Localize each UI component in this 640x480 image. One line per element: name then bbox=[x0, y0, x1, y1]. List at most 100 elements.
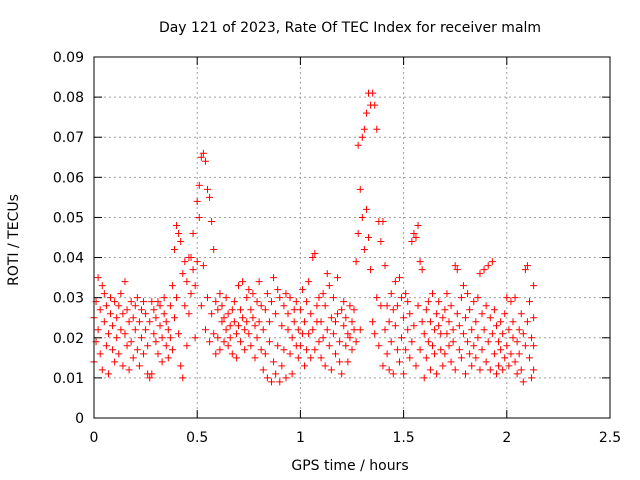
data-point bbox=[521, 342, 529, 350]
data-point bbox=[334, 310, 342, 318]
data-point bbox=[404, 298, 412, 306]
data-point bbox=[474, 294, 482, 302]
data-point bbox=[257, 302, 265, 310]
data-point bbox=[177, 238, 185, 246]
data-point bbox=[303, 298, 311, 306]
data-point bbox=[309, 254, 317, 262]
data-point bbox=[197, 153, 205, 161]
x-tick-labels: 0 0.5 1 1.5 2 2.5 bbox=[90, 430, 622, 446]
data-point bbox=[400, 314, 408, 322]
data-point bbox=[199, 149, 207, 157]
data-point bbox=[311, 346, 319, 354]
data-point bbox=[212, 298, 220, 306]
data-point bbox=[416, 346, 424, 354]
data-point bbox=[162, 342, 170, 350]
data-point bbox=[239, 314, 247, 322]
y-tick-label: 0.03 bbox=[53, 291, 84, 307]
data-point bbox=[323, 326, 331, 334]
data-point bbox=[414, 302, 422, 310]
data-point bbox=[414, 221, 422, 229]
data-point bbox=[301, 362, 309, 370]
data-point bbox=[305, 278, 313, 286]
data-point bbox=[342, 342, 350, 350]
data-point bbox=[201, 157, 209, 165]
data-point bbox=[152, 314, 160, 322]
data-point bbox=[193, 197, 201, 205]
data-point bbox=[319, 334, 327, 342]
data-point bbox=[431, 326, 439, 334]
data-point bbox=[239, 278, 247, 286]
data-point bbox=[274, 286, 282, 294]
data-point bbox=[511, 294, 519, 302]
data-point bbox=[476, 270, 484, 278]
data-point bbox=[526, 298, 534, 306]
data-point bbox=[272, 310, 280, 318]
data-point bbox=[98, 366, 106, 374]
data-point bbox=[278, 322, 286, 330]
data-point bbox=[495, 338, 503, 346]
data-point bbox=[509, 318, 517, 326]
data-point bbox=[123, 306, 131, 314]
data-point bbox=[342, 314, 350, 322]
data-point bbox=[135, 318, 143, 326]
data-point bbox=[162, 318, 170, 326]
data-point bbox=[125, 366, 133, 374]
data-point bbox=[296, 342, 304, 350]
data-point bbox=[457, 354, 465, 362]
data-point bbox=[523, 318, 531, 326]
data-point bbox=[350, 306, 358, 314]
data-point bbox=[270, 274, 278, 282]
data-point bbox=[142, 310, 150, 318]
data-point bbox=[268, 378, 276, 386]
data-point bbox=[410, 229, 418, 237]
data-point bbox=[455, 346, 463, 354]
data-point bbox=[154, 350, 162, 358]
data-point bbox=[406, 354, 414, 362]
data-point bbox=[501, 310, 509, 318]
data-point bbox=[241, 326, 249, 334]
data-point bbox=[369, 89, 377, 97]
data-point bbox=[344, 330, 352, 338]
data-point bbox=[121, 278, 129, 286]
data-point bbox=[249, 290, 257, 298]
data-point bbox=[350, 326, 358, 334]
data-point bbox=[358, 213, 366, 221]
data-point bbox=[156, 302, 164, 310]
data-point bbox=[331, 318, 339, 326]
data-point bbox=[191, 282, 199, 290]
data-point bbox=[410, 322, 418, 330]
data-point bbox=[443, 330, 451, 338]
data-point bbox=[393, 346, 401, 354]
data-point bbox=[480, 266, 488, 274]
data-point bbox=[265, 338, 273, 346]
data-point bbox=[453, 310, 461, 318]
data-point bbox=[379, 362, 387, 370]
data-point bbox=[371, 330, 379, 338]
data-point bbox=[158, 334, 166, 342]
data-point bbox=[170, 246, 178, 254]
data-point bbox=[501, 354, 509, 362]
data-point bbox=[175, 229, 183, 237]
data-point bbox=[224, 310, 232, 318]
data-point bbox=[197, 302, 205, 310]
data-point bbox=[131, 326, 139, 334]
x-axis-label: GPS time / hours bbox=[291, 458, 408, 474]
data-point bbox=[398, 334, 406, 342]
data-point bbox=[243, 318, 251, 326]
data-point bbox=[204, 185, 212, 193]
data-point bbox=[435, 322, 443, 330]
data-point bbox=[245, 286, 253, 294]
data-point bbox=[315, 338, 323, 346]
data-point bbox=[439, 314, 447, 322]
data-point bbox=[528, 334, 536, 342]
data-point bbox=[358, 133, 366, 141]
y-tick-label: 0.06 bbox=[53, 170, 84, 186]
data-point bbox=[462, 314, 470, 322]
data-point bbox=[329, 330, 337, 338]
data-point bbox=[519, 378, 527, 386]
data-point bbox=[420, 330, 428, 338]
data-point bbox=[490, 306, 498, 314]
data-point bbox=[270, 358, 278, 366]
data-point bbox=[389, 370, 397, 378]
data-point bbox=[433, 370, 441, 378]
